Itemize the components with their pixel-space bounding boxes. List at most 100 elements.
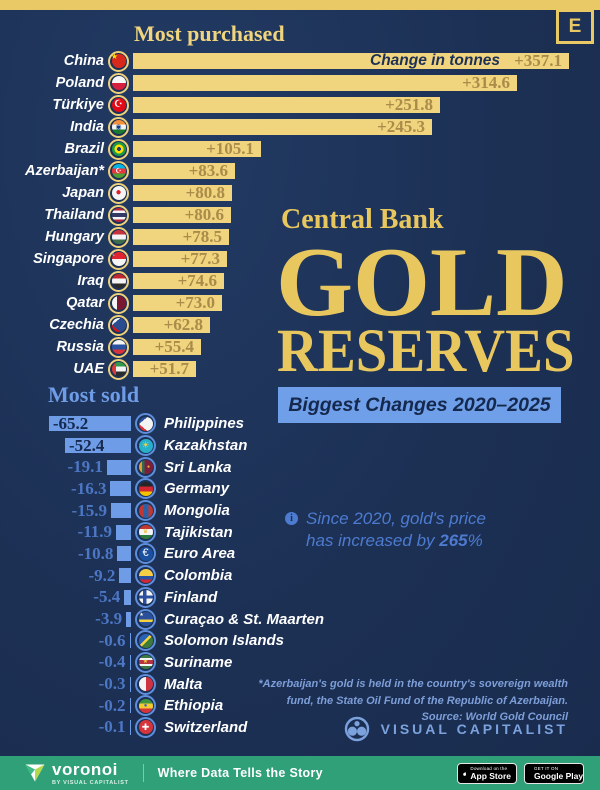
flag-glyph: ☪ bbox=[114, 99, 123, 110]
sold-row: -16.3 Germany bbox=[0, 478, 600, 500]
voronoi-brand-block: voronoi BY VISUAL CAPITALIST bbox=[52, 761, 129, 786]
value-label: +73.0 bbox=[175, 293, 215, 312]
flag-bg bbox=[111, 186, 126, 200]
footnote-line2: fund, the State Oil Fund of the Republic… bbox=[286, 694, 568, 707]
google-play-badge-text: GET IT ON Google Play bbox=[534, 766, 584, 781]
bar-track: -0.1 bbox=[0, 717, 131, 736]
flag-bg bbox=[138, 416, 153, 431]
thailand-flag-icon bbox=[108, 204, 129, 226]
bar-track: -19.1 bbox=[0, 457, 131, 477]
flag-bg bbox=[138, 655, 153, 670]
series-badge: E bbox=[556, 9, 594, 44]
bar-track: -0.6 bbox=[0, 630, 131, 650]
hungary-flag-icon bbox=[108, 226, 129, 248]
flag-bg bbox=[138, 460, 153, 475]
purchased-row: Russia +55.4 bbox=[0, 336, 600, 358]
value-bar: +83.6 bbox=[133, 161, 235, 180]
purchased-row: China ★ Change in tonnes +357.1 bbox=[0, 50, 600, 72]
sold-row: -10.8 € Euro Area bbox=[0, 543, 600, 565]
flag-bg bbox=[138, 568, 153, 583]
bar-track: +51.7 bbox=[133, 359, 600, 378]
value-label: -52.4 bbox=[68, 435, 105, 455]
bar-track: +83.6 bbox=[133, 161, 600, 180]
flag-glyph: ★ bbox=[142, 659, 149, 666]
country-label: Ethiopia bbox=[164, 697, 224, 715]
value-label: -0.4 bbox=[98, 652, 126, 672]
series-badge-letter: E bbox=[568, 15, 582, 37]
value-bar bbox=[129, 698, 131, 714]
bar-track: -0.2 bbox=[0, 695, 131, 715]
value-label: +77.3 bbox=[180, 249, 220, 268]
value-bar: +55.4 bbox=[133, 337, 201, 356]
ethiopia-flag-icon: ● bbox=[135, 695, 156, 717]
app-store-badge-top: Download on the bbox=[470, 765, 508, 771]
sold-row: -15.9 Mongolia bbox=[0, 500, 600, 522]
flag-glyph: ● bbox=[143, 702, 148, 709]
flag-glyph: ★ bbox=[110, 52, 119, 61]
brazil-flag-icon bbox=[108, 138, 129, 160]
flag-bg bbox=[111, 120, 126, 134]
azerbaijan-flag-icon: ☪ bbox=[108, 160, 129, 182]
purchased-row: Hungary +78.5 bbox=[0, 226, 600, 248]
value-label: -0.2 bbox=[98, 695, 126, 715]
bar-track: Change in tonnes +357.1 bbox=[133, 51, 600, 70]
purchased-row: India ◉ +245.3 bbox=[0, 116, 600, 138]
bar-track: -0.4 bbox=[0, 652, 131, 672]
flag-bg bbox=[138, 677, 153, 692]
google-play-badge[interactable]: GET IT ON Google Play bbox=[524, 763, 584, 784]
price-note-line2-post: % bbox=[467, 531, 483, 550]
sold-section-title: Most sold bbox=[48, 382, 140, 407]
country-label: Azerbaijan* bbox=[25, 163, 104, 179]
sold-row: -3.9 ★ Curaçao & St. Maarten bbox=[0, 608, 600, 630]
value-bar bbox=[106, 459, 131, 475]
value-bar: +105.1 bbox=[133, 139, 261, 158]
subtitle-banner-text: Biggest Changes 2020–2025 bbox=[288, 393, 551, 416]
country-label: Colombia bbox=[164, 567, 233, 585]
country-label: Solomon Islands bbox=[164, 632, 285, 650]
country-label: Mongolia bbox=[164, 502, 230, 520]
purchased-row: Singapore ☾ +77.3 bbox=[0, 248, 600, 270]
bar-track: -11.9 bbox=[0, 522, 131, 541]
bar-track: +80.8 bbox=[133, 183, 600, 202]
japan-flag-icon: ● bbox=[108, 182, 129, 204]
bar-track: +251.8 bbox=[133, 95, 600, 114]
value-bar bbox=[119, 568, 131, 584]
philippines-flag-icon bbox=[135, 413, 156, 435]
purchased-row: UAE +51.7 bbox=[0, 358, 600, 380]
flag-glyph: ✚ bbox=[141, 721, 150, 732]
value-label: +105.1 bbox=[206, 139, 254, 158]
sold-chart: -65.2 Philippines -52.4 ☀ Kazakhstan -19.1 ● Sr… bbox=[0, 413, 600, 738]
finland-flag-icon bbox=[135, 586, 156, 608]
flag-glyph: ● bbox=[146, 463, 151, 470]
country-label: Malta bbox=[164, 675, 203, 693]
value-bar bbox=[64, 438, 131, 454]
value-label: -19.1 bbox=[67, 457, 103, 477]
value-label: +83.6 bbox=[188, 161, 228, 180]
bar-track: +80.6 bbox=[133, 205, 600, 224]
value-label: -0.6 bbox=[98, 630, 126, 650]
app-store-badge[interactable]: Download on the App Store bbox=[457, 763, 517, 784]
sold-row: -52.4 ☀ Kazakhstan bbox=[0, 435, 600, 457]
country-label: Poland bbox=[55, 75, 104, 91]
mongolia-flag-icon bbox=[135, 500, 156, 522]
value-bar bbox=[48, 416, 131, 432]
bar-track: +73.0 bbox=[133, 293, 600, 312]
top-gold-strip bbox=[0, 0, 600, 10]
value-bar: +77.3 bbox=[133, 249, 227, 268]
czechia-flag-icon bbox=[108, 314, 129, 336]
flag-bg bbox=[138, 612, 153, 627]
voronoi-logo-icon bbox=[25, 764, 45, 782]
flag-bg bbox=[111, 54, 126, 68]
purchased-row: Qatar +73.0 bbox=[0, 292, 600, 314]
flag-bg bbox=[111, 362, 126, 376]
value-bar: +245.3 bbox=[133, 117, 432, 136]
google-play-badge-bottom: Google Play bbox=[534, 771, 584, 781]
voronoi-byline: BY VISUAL CAPITALIST bbox=[52, 779, 129, 786]
bar-track: +78.5 bbox=[133, 227, 600, 246]
country-label: China bbox=[63, 53, 104, 69]
price-note: i Since 2020, gold's price has increased… bbox=[285, 508, 486, 552]
value-label: +314.6 bbox=[462, 73, 510, 92]
flag-bg bbox=[138, 481, 153, 496]
value-bar: Change in tonnes +357.1 bbox=[133, 51, 569, 70]
visual-capitalist-logo: VISUAL CAPITALIST bbox=[342, 716, 568, 742]
